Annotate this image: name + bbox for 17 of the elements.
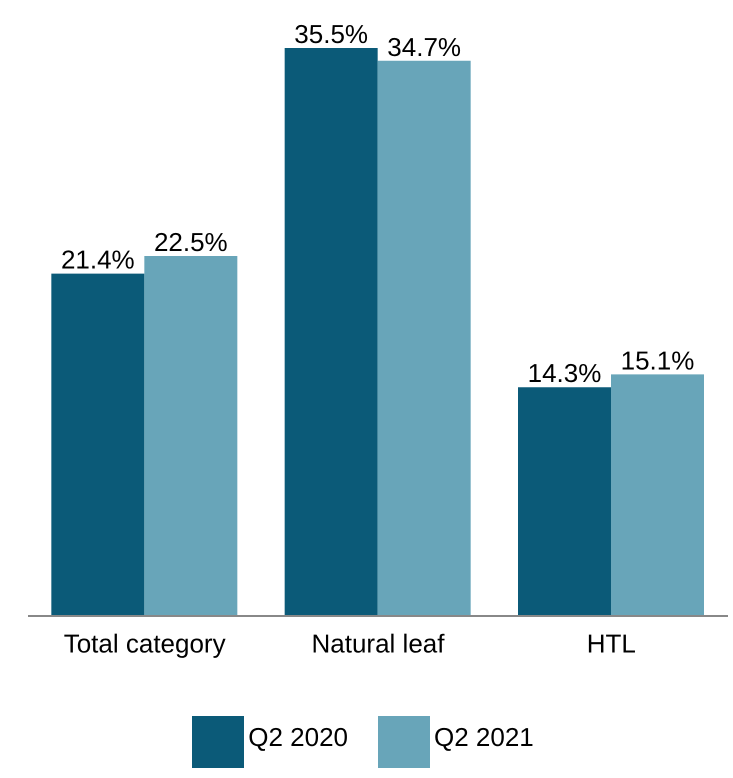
data-label: 34.7% — [387, 32, 462, 62]
bar — [51, 274, 144, 616]
bar — [518, 387, 611, 616]
bar — [284, 48, 378, 616]
legend-label: Q2 2020 — [248, 722, 348, 752]
x-tick-label: Total category — [64, 628, 226, 658]
data-label: 22.5% — [154, 227, 228, 257]
x-tick-label: Natural leaf — [312, 628, 446, 658]
x-tick-label: HTL — [586, 628, 636, 658]
data-label: 35.5% — [294, 19, 368, 49]
data-label: 14.3% — [528, 358, 602, 388]
bar — [378, 60, 471, 616]
legend-label: Q2 2021 — [434, 722, 534, 752]
bar — [144, 256, 238, 616]
bar — [611, 374, 704, 616]
data-label: 15.1% — [620, 345, 694, 376]
data-label: 21.4% — [60, 244, 135, 275]
